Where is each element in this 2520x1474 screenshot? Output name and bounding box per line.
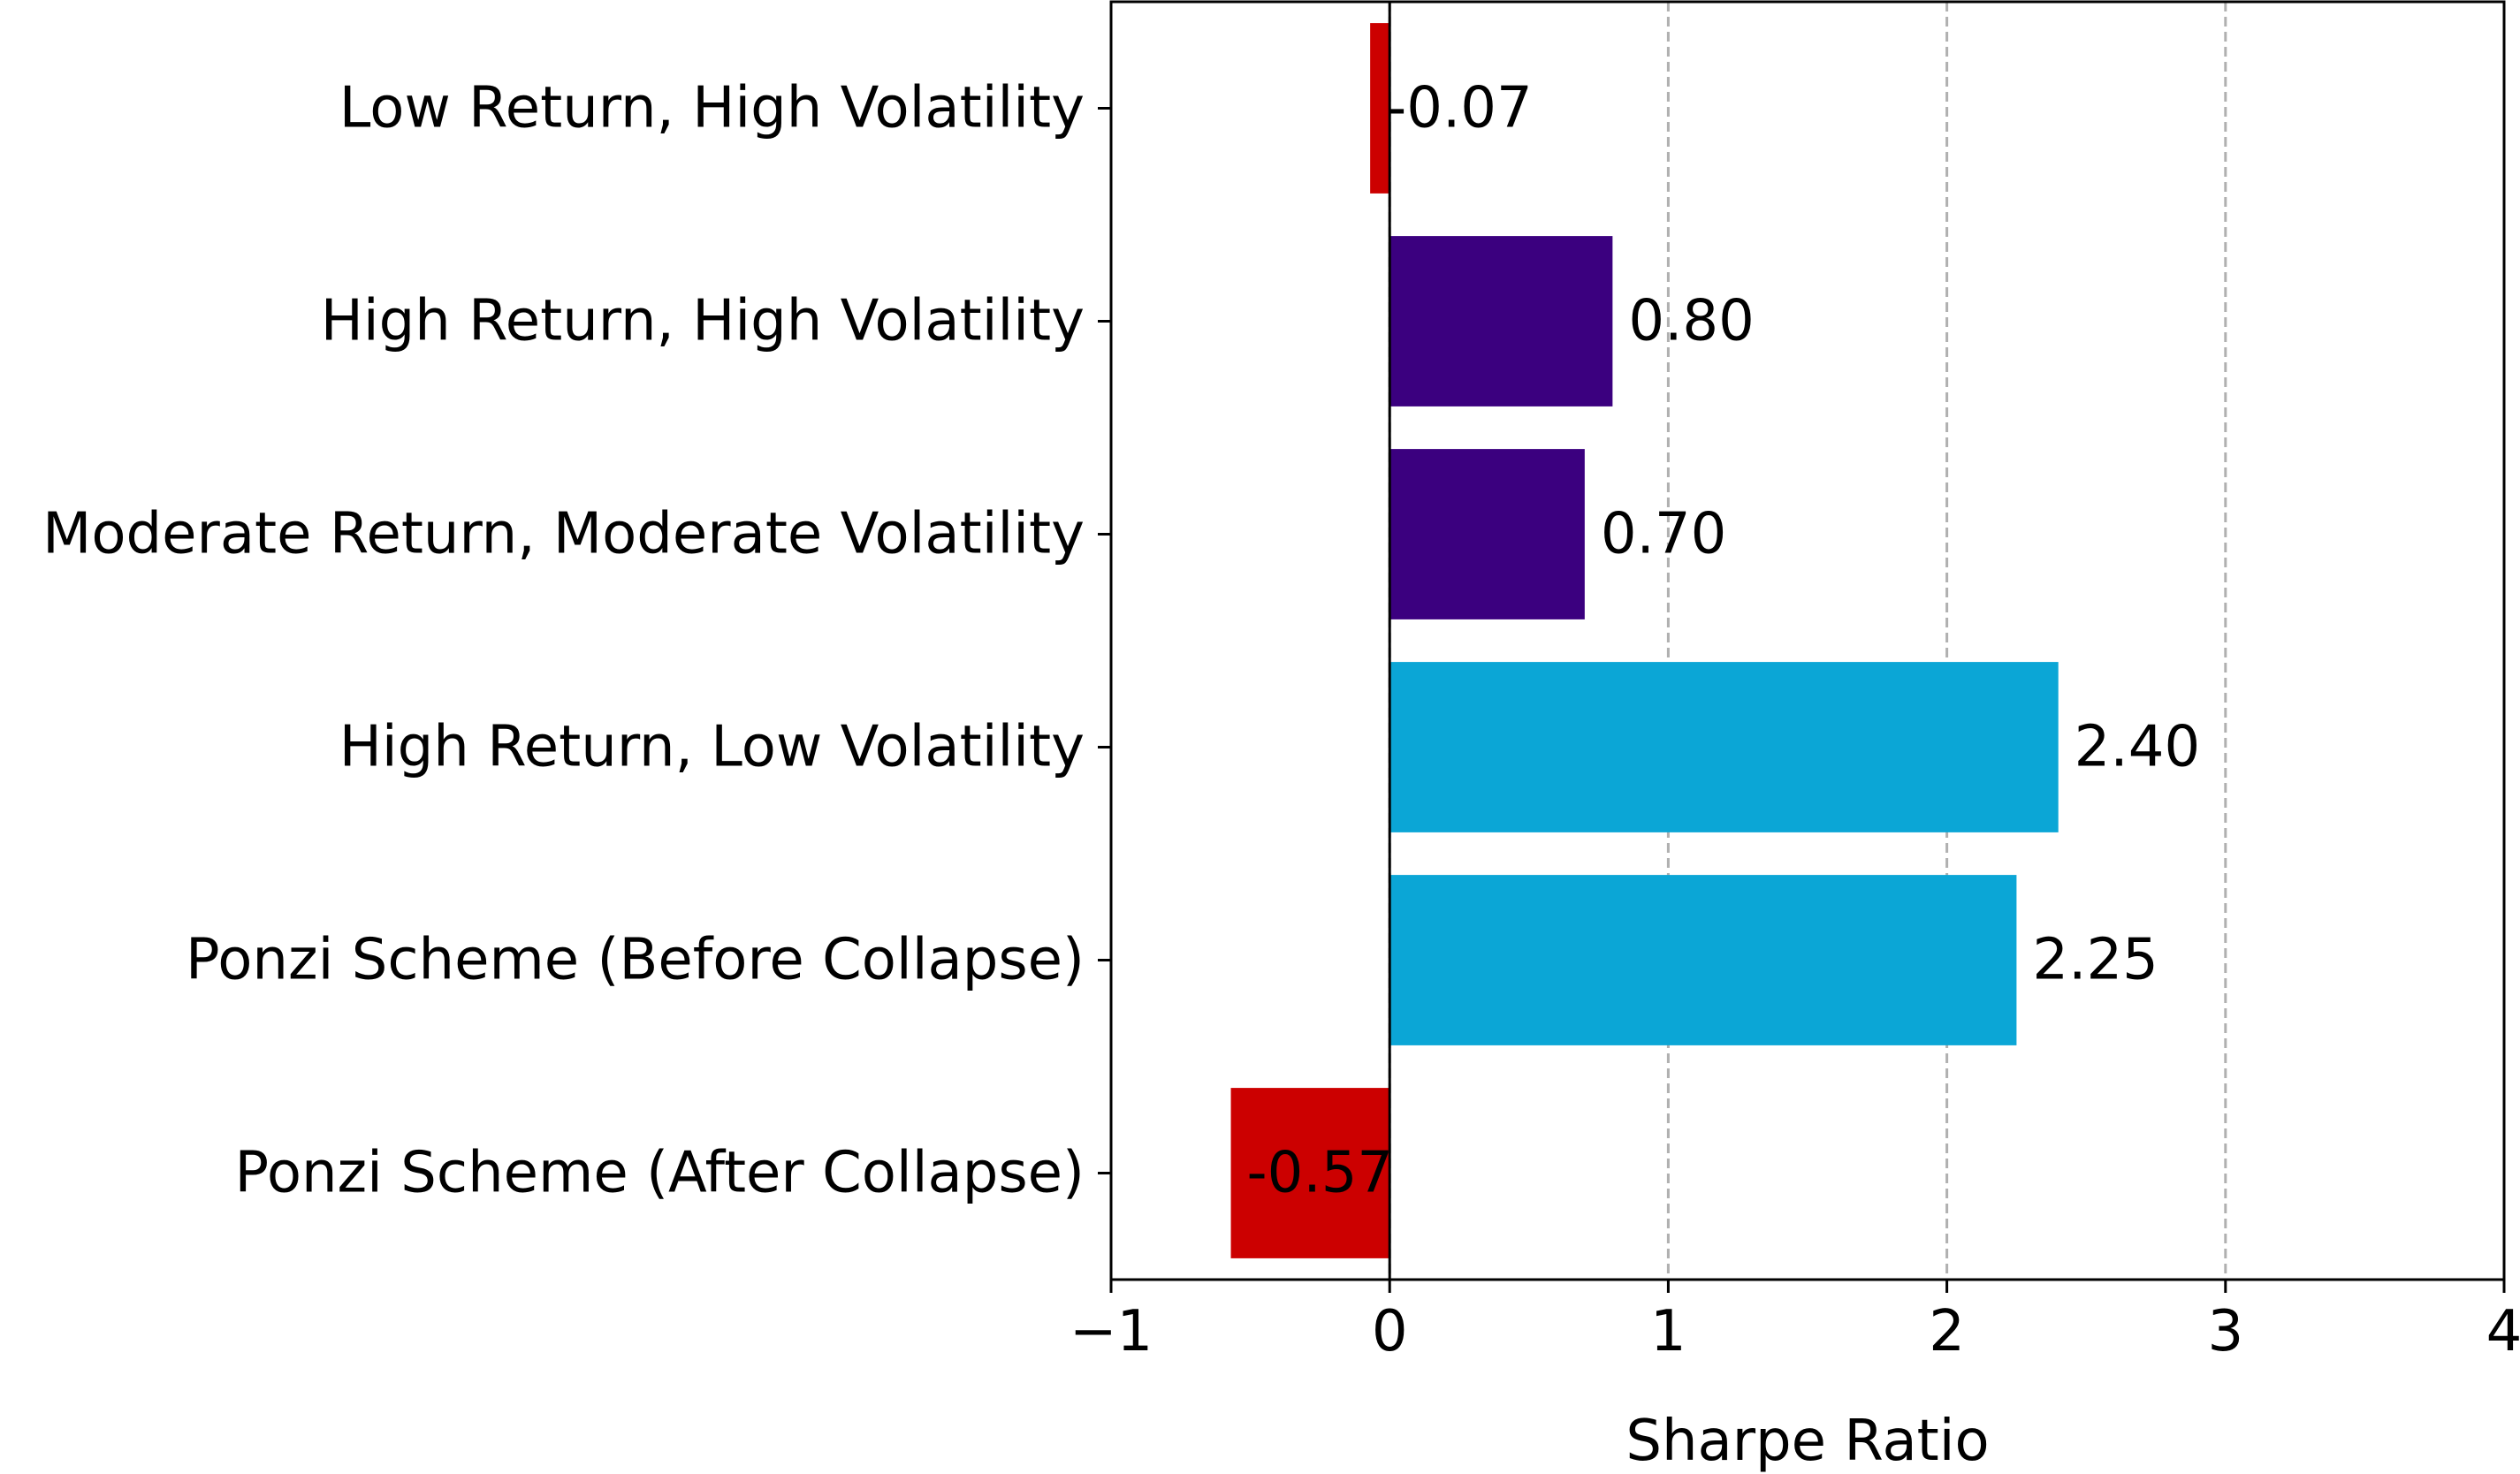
x-axis-ticks: −1 0 1 2 3 4 bbox=[1070, 1280, 2520, 1364]
x-axis-label: Sharpe Ratio bbox=[1625, 1409, 1989, 1474]
bar bbox=[1370, 23, 1390, 194]
grid-lines bbox=[1388, 2, 2227, 1280]
bars bbox=[1230, 23, 2059, 1258]
bar bbox=[1389, 662, 2059, 832]
category-label: Ponzi Scheme (Before Collapse) bbox=[186, 928, 1085, 993]
bar-value-label: -0.07 bbox=[1386, 76, 1533, 141]
bar-value-label: -0.57 bbox=[1247, 1141, 1394, 1206]
bar bbox=[1389, 449, 1585, 619]
plot-frame bbox=[1109, 0, 2506, 1281]
x-tick-label: 4 bbox=[2486, 1299, 2520, 1364]
y-axis-ticks: Low Return, High Volatility High Return, … bbox=[42, 76, 1111, 1206]
bar bbox=[1230, 1088, 1390, 1258]
x-tick-label: 2 bbox=[1929, 1299, 1965, 1364]
bar-value-label: 0.80 bbox=[1628, 289, 1755, 354]
category-label: High Return, High Volatility bbox=[321, 289, 1085, 354]
bar-value-labels: -0.07 0.80 0.70 2.40 2.25 -0.57 bbox=[1247, 76, 2201, 1206]
category-label: High Return, Low Volatility bbox=[339, 715, 1085, 780]
category-label: Moderate Return, Moderate Volatility bbox=[42, 502, 1085, 567]
bar bbox=[1389, 875, 2017, 1045]
x-tick-label: 3 bbox=[2207, 1299, 2243, 1364]
bar-value-label: 2.25 bbox=[2032, 928, 2158, 993]
bar-value-label: 0.70 bbox=[1601, 502, 1727, 567]
x-tick-label: 0 bbox=[1372, 1299, 1408, 1364]
x-tick-label: −1 bbox=[1070, 1299, 1153, 1364]
category-label: Low Return, High Volatility bbox=[339, 76, 1085, 141]
category-label: Ponzi Scheme (After Collapse) bbox=[235, 1141, 1085, 1206]
x-tick-label: 1 bbox=[1650, 1299, 1686, 1364]
bar bbox=[1389, 236, 1613, 406]
bar-value-label: 2.40 bbox=[2075, 715, 2201, 780]
